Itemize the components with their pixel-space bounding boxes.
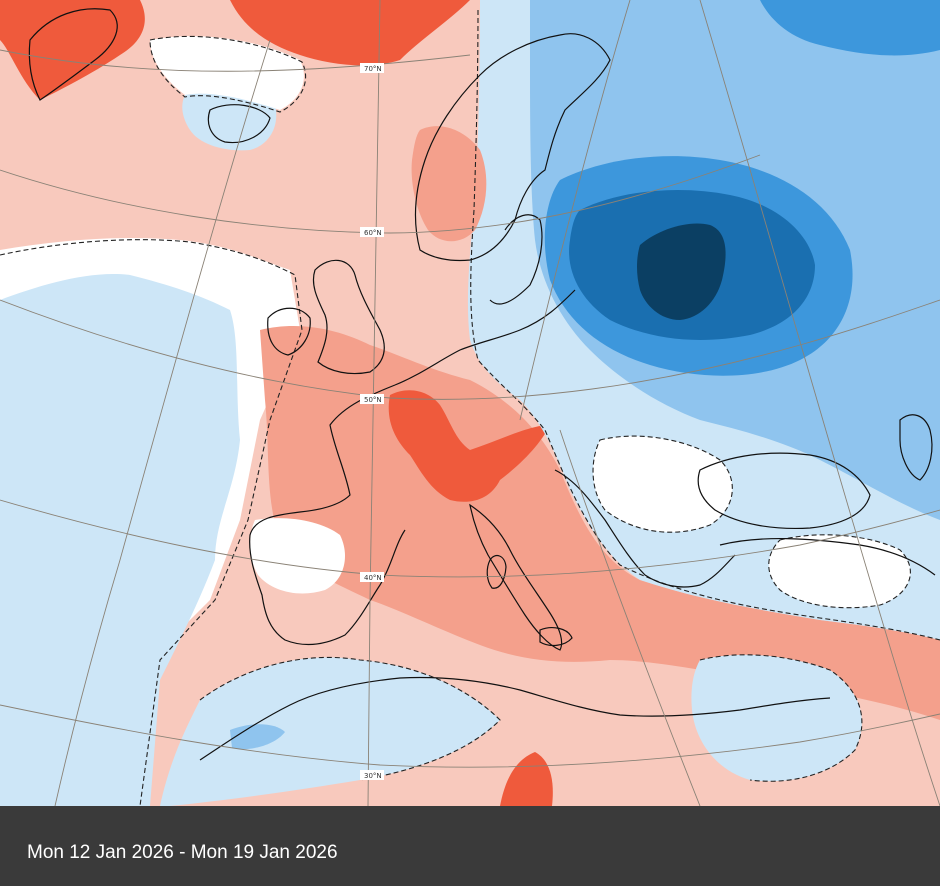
neutral-patch-turkey xyxy=(768,534,911,608)
cold-anomaly-east-extreme xyxy=(637,223,726,320)
meridian-e15 xyxy=(559,429,701,806)
lat-70-label-bg xyxy=(360,63,384,73)
cold-patch-iceland xyxy=(182,89,277,151)
coast-balkans xyxy=(554,469,736,588)
coast-greenland xyxy=(28,8,118,101)
parallel-30 xyxy=(0,704,940,768)
meridian-w30 xyxy=(54,39,271,806)
zero-contour-atlantic xyxy=(0,239,303,806)
graticule xyxy=(0,0,940,806)
zero-contour-iceland xyxy=(149,35,307,113)
coast-continent-north xyxy=(394,289,576,386)
lat-30-label-bg xyxy=(360,770,384,780)
anomaly-map-svg: 70°N 60°N 50°N 40°N 30°N xyxy=(0,0,940,806)
lat-60-label-bg xyxy=(360,227,384,237)
coast-north-africa xyxy=(199,676,831,761)
meridian-e30 xyxy=(699,0,940,806)
coast-britain xyxy=(312,259,385,375)
caption-bar: Mon 12 Jan 2026 - Mon 19 Jan 2026 xyxy=(0,806,940,886)
warm-anomaly-scandinavia xyxy=(411,126,487,242)
neutral-patch-balkans xyxy=(593,436,733,533)
warm-anomaly-strong-alps xyxy=(388,390,550,502)
coast-baltic xyxy=(489,214,543,305)
coast-ireland xyxy=(267,307,311,356)
zero-contour-africa xyxy=(199,656,501,781)
lat-40-label: 40°N xyxy=(364,574,382,582)
cold-anomaly-north-africa xyxy=(160,657,500,806)
neutral-patch-iberia xyxy=(250,518,345,594)
coastlines xyxy=(28,8,936,761)
coast-sardinia xyxy=(486,554,507,589)
coast-scandinavia xyxy=(414,33,611,262)
lat-50-label: 50°N xyxy=(364,396,382,404)
zero-contours xyxy=(0,9,940,806)
parallel-40 xyxy=(0,499,940,578)
meridian-e0 xyxy=(519,0,631,421)
warm-anomaly-strong-greenland xyxy=(0,0,145,100)
warm-anomaly-strong-arctic xyxy=(230,0,470,66)
coast-france-iberia xyxy=(249,384,406,646)
coast-sicily xyxy=(539,627,573,647)
zero-contour-balkans xyxy=(592,435,733,533)
coast-italy xyxy=(469,503,563,651)
lat-30-label: 30°N xyxy=(364,772,382,780)
coast-caspian xyxy=(899,414,933,481)
anomaly-map: 70°N 60°N 50°N 40°N 30°N xyxy=(0,0,940,806)
parallel-70 xyxy=(0,49,471,72)
coast-black-sea xyxy=(697,452,871,529)
zero-contour-turkey xyxy=(768,534,911,609)
cold-patch-middle-east xyxy=(691,654,862,782)
coast-iceland xyxy=(207,104,271,144)
cold-anomaly-east-strong-north xyxy=(760,0,940,56)
latitude-labels: 70°N 60°N 50°N 40°N 30°N xyxy=(360,63,384,780)
lat-50-label-bg xyxy=(360,394,384,404)
cold-patch-morocco xyxy=(230,724,285,750)
lat-40-label-bg xyxy=(360,572,384,582)
zero-contour-east xyxy=(470,9,940,641)
forecast-period-caption: Mon 12 Jan 2026 - Mon 19 Jan 2026 xyxy=(27,842,338,863)
parallel-50 xyxy=(0,299,940,400)
parallel-60 xyxy=(0,154,761,234)
cold-anomaly-atlantic xyxy=(0,274,240,806)
lat-70-label: 70°N xyxy=(364,65,382,73)
lat-60-label: 60°N xyxy=(364,229,382,237)
